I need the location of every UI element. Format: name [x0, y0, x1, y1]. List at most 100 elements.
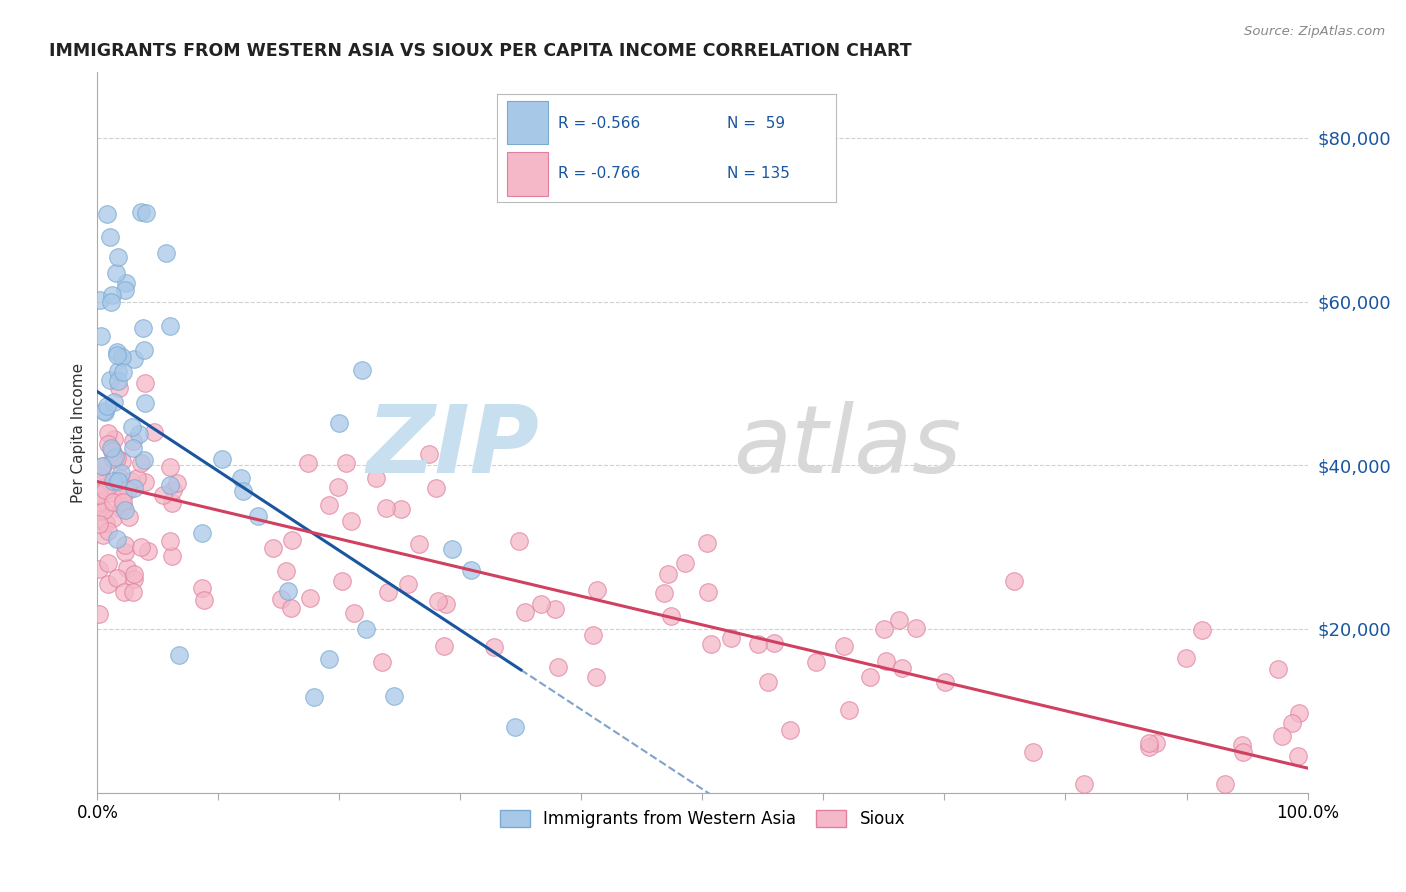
Point [134, 396, 156, 410]
Point [152, 488, 174, 502]
Point [1281, 715, 1303, 730]
Point [98, 373, 121, 387]
Point [1267, 662, 1289, 676]
Point [460, 563, 482, 577]
Point [107, 250, 129, 264]
Point [122, 434, 145, 448]
Point [97, 437, 120, 451]
Point [274, 564, 297, 578]
Point [162, 483, 184, 497]
Point [374, 501, 396, 516]
Point [114, 503, 136, 517]
Point [134, 343, 156, 357]
Point [891, 660, 914, 674]
Point [1144, 736, 1167, 750]
Point [104, 266, 127, 280]
Text: ZIP: ZIP [366, 401, 538, 493]
Point [371, 655, 394, 669]
Point [111, 365, 134, 379]
Point [408, 536, 430, 550]
Point [136, 544, 159, 558]
Point [112, 585, 135, 599]
Point [129, 204, 152, 219]
Point [382, 690, 405, 704]
Point [160, 496, 183, 510]
Y-axis label: Per Capita Income: Per Capita Income [72, 362, 86, 502]
Point [107, 364, 129, 378]
Point [328, 480, 350, 494]
Point [1022, 745, 1045, 759]
Point [1191, 624, 1213, 638]
Point [87, 494, 110, 508]
Point [297, 456, 319, 470]
Point [134, 376, 156, 391]
Point [98, 230, 121, 244]
Point [585, 670, 607, 684]
Point [396, 576, 419, 591]
Point [859, 670, 882, 684]
Point [128, 427, 150, 442]
Point [155, 246, 177, 260]
Point [720, 631, 742, 645]
Point [122, 352, 145, 367]
Point [277, 583, 299, 598]
Point [111, 495, 134, 509]
Point [657, 567, 679, 582]
Point [117, 483, 139, 497]
Point [89, 293, 111, 307]
Point [108, 471, 131, 485]
Point [304, 690, 326, 705]
Point [1213, 777, 1236, 791]
Point [91, 527, 114, 541]
Point [110, 466, 132, 480]
Point [586, 582, 609, 597]
Point [756, 674, 779, 689]
Point [97, 524, 120, 539]
Text: Source: ZipAtlas.com: Source: ZipAtlas.com [1244, 25, 1385, 38]
Point [1137, 739, 1160, 754]
Point [103, 452, 125, 467]
Point [132, 321, 155, 335]
Point [134, 475, 156, 489]
Point [101, 474, 124, 488]
Point [135, 205, 157, 219]
Point [159, 460, 181, 475]
Point [433, 640, 456, 654]
Point [779, 723, 801, 737]
Point [124, 566, 146, 581]
Point [696, 536, 718, 550]
Point [1286, 748, 1309, 763]
Point [114, 538, 136, 552]
Point [582, 628, 605, 642]
Point [101, 495, 124, 509]
Point [93, 480, 115, 494]
Point [97, 426, 120, 441]
Point [270, 592, 292, 607]
Point [352, 362, 374, 376]
Point [191, 525, 214, 540]
Point [129, 456, 152, 470]
Text: atlas: atlas [734, 401, 962, 492]
Point [90, 476, 112, 491]
Point [132, 452, 155, 467]
Point [111, 454, 134, 468]
Point [229, 471, 252, 485]
Point [440, 541, 463, 556]
Point [875, 654, 897, 668]
Point [103, 432, 125, 446]
Point [100, 287, 122, 301]
Point [652, 586, 675, 600]
Point [89, 497, 111, 511]
Point [547, 659, 569, 673]
Point [122, 481, 145, 495]
Point [934, 674, 956, 689]
Point [280, 533, 302, 548]
Point [101, 511, 124, 525]
Point [191, 581, 214, 595]
Point [97, 577, 120, 591]
Point [107, 474, 129, 488]
Point [426, 594, 449, 608]
Point [299, 591, 322, 605]
Point [159, 533, 181, 548]
Point [356, 622, 378, 636]
